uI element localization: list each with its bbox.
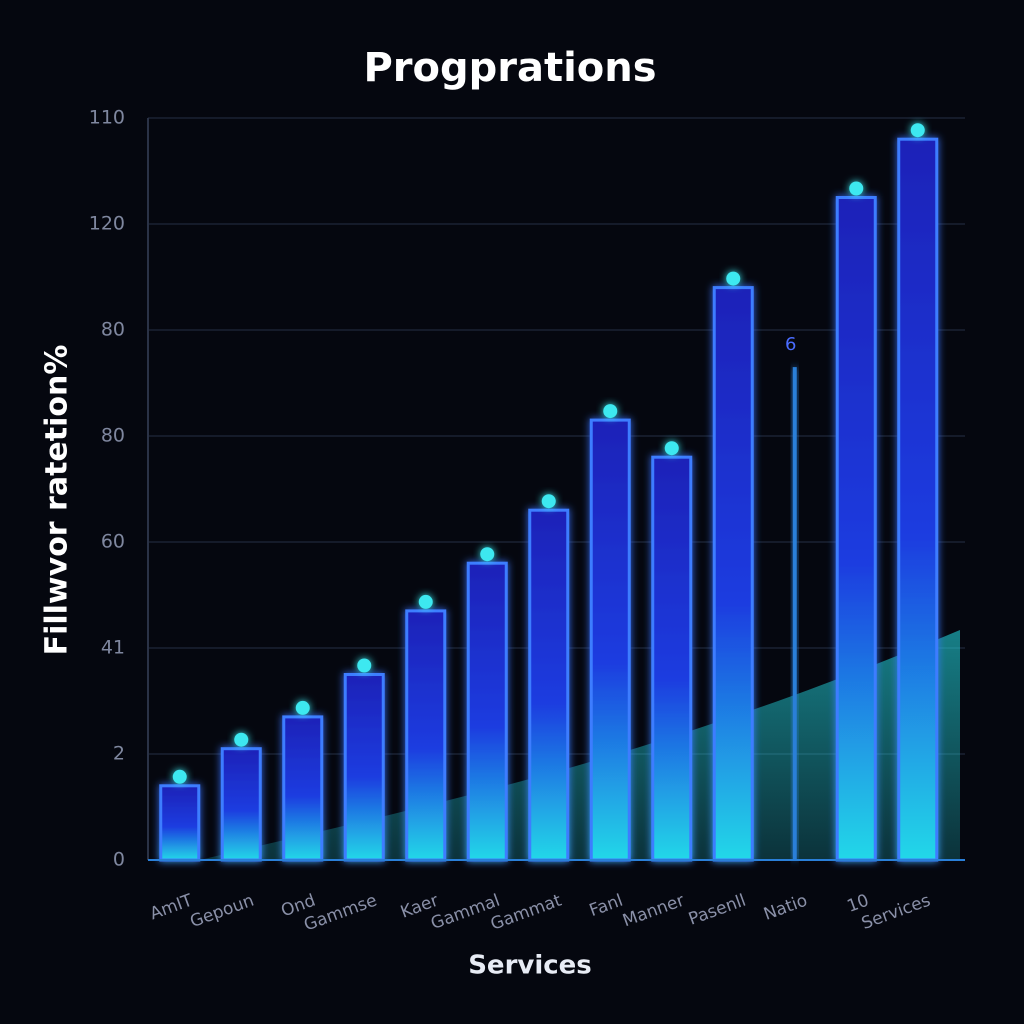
bar-top-dot [541,494,556,509]
y-tick-label: 120 [89,213,125,235]
x-axis-label: Services [468,951,592,981]
bar-top-dot [910,123,925,138]
x-tick-label: Natio [761,891,810,925]
bar-top-dot [418,594,433,609]
y-tick-label: 0 [113,849,125,871]
x-tick-label: Pasenll [686,891,749,930]
bar-top-dot [172,769,187,784]
annotation: 6 [785,334,796,355]
bar [159,784,201,862]
bar [589,418,631,862]
bar-top-dot [357,658,372,673]
y-tick-label: 80 [101,425,125,447]
chart-title: Progprations [363,45,656,91]
bar [712,286,754,862]
bars: 6 [159,123,939,862]
y-tick-label: 110 [89,107,125,129]
x-tick-label: Fanl [587,891,626,921]
x-tick-label: Gammat [488,890,564,934]
bar [466,561,508,862]
y-tick-label: 60 [101,531,125,553]
y-axis-label: Fillwvor ratetion% [40,345,75,656]
glow-area [200,630,960,860]
y-tick-label: 2 [113,743,125,765]
bar [528,508,570,862]
bar [897,137,939,862]
x-tick-label: Manner [620,891,687,932]
bar [405,609,447,862]
bar-top-dot [603,404,618,419]
bar [282,715,324,862]
bar [792,367,797,860]
y-tick-label: 80 [101,319,125,341]
bar [343,673,385,862]
x-tick-label: Services [859,891,933,934]
x-tick-label: AmIT [147,890,195,924]
bar-top-dot [480,547,495,562]
bar-top-dot [726,271,741,286]
x-tick-label: Gepoun [187,891,256,932]
bar [651,455,693,862]
bar [835,196,877,862]
bar [220,747,262,862]
bar-top-dot [234,732,249,747]
bar-top-dot [664,441,679,456]
bar-top-dot [295,700,310,715]
y-tick-label: 41 [101,637,125,659]
bar-top-dot [849,181,864,196]
